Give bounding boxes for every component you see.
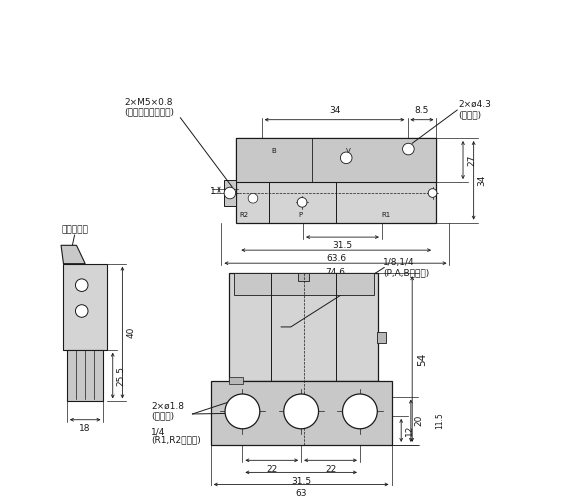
Text: (P,A,Bポート): (P,A,Bポート) [383, 268, 430, 277]
Bar [67, 350, 103, 402]
Bar [298, 274, 309, 280]
Bar [224, 180, 236, 206]
Circle shape [340, 152, 352, 164]
Text: 1/8,1/4: 1/8,1/4 [383, 258, 415, 266]
Bar [64, 264, 107, 350]
Bar [377, 332, 386, 343]
Text: P: P [298, 212, 302, 218]
Text: (取付用): (取付用) [458, 110, 482, 120]
Text: 31.5: 31.5 [291, 476, 311, 486]
Text: 8.5: 8.5 [415, 106, 429, 116]
Text: 11.5: 11.5 [435, 412, 444, 430]
Circle shape [297, 198, 307, 207]
Text: 2×ø1.8: 2×ø1.8 [152, 402, 184, 410]
Text: 27: 27 [467, 154, 476, 166]
Text: B: B [272, 148, 276, 154]
Bar [229, 274, 378, 380]
Text: (パイロットポート): (パイロットポート) [124, 108, 174, 117]
Text: 31.5: 31.5 [332, 242, 353, 250]
Text: 1/4: 1/4 [152, 427, 166, 436]
Circle shape [224, 187, 236, 199]
Text: V: V [346, 148, 350, 154]
Text: 22: 22 [325, 464, 336, 473]
Bar [234, 274, 374, 295]
Text: 34: 34 [477, 174, 486, 186]
Circle shape [284, 394, 318, 429]
Circle shape [75, 279, 88, 291]
Text: (R1,R2ポート): (R1,R2ポート) [152, 435, 201, 444]
Circle shape [225, 394, 260, 429]
Text: R1: R1 [382, 212, 391, 218]
Text: 1: 1 [210, 186, 216, 196]
Text: 20: 20 [415, 415, 424, 426]
Text: 25.5: 25.5 [117, 366, 125, 386]
Text: 2×M5×0.8: 2×M5×0.8 [125, 98, 173, 106]
Bar [236, 138, 437, 222]
Polygon shape [61, 246, 85, 264]
Circle shape [248, 194, 258, 203]
Text: 74.6: 74.6 [325, 268, 346, 276]
Circle shape [75, 304, 88, 318]
Text: マニュアル: マニュアル [61, 226, 88, 234]
Text: 2×ø4.3: 2×ø4.3 [458, 100, 491, 109]
Text: R2: R2 [239, 212, 248, 218]
Circle shape [429, 188, 437, 198]
Bar [236, 138, 437, 182]
Circle shape [342, 394, 377, 429]
Text: 18: 18 [79, 424, 91, 433]
Bar [211, 380, 392, 445]
Text: 22: 22 [266, 464, 278, 473]
Text: 34: 34 [329, 106, 340, 116]
Text: (呼吸穴): (呼吸穴) [152, 411, 174, 420]
Text: 54: 54 [417, 352, 427, 366]
Bar [229, 376, 243, 384]
Text: 12: 12 [405, 424, 414, 436]
Text: 40: 40 [127, 327, 135, 338]
Circle shape [403, 143, 414, 155]
Text: 63: 63 [296, 489, 307, 498]
Text: 63.6: 63.6 [326, 254, 346, 264]
